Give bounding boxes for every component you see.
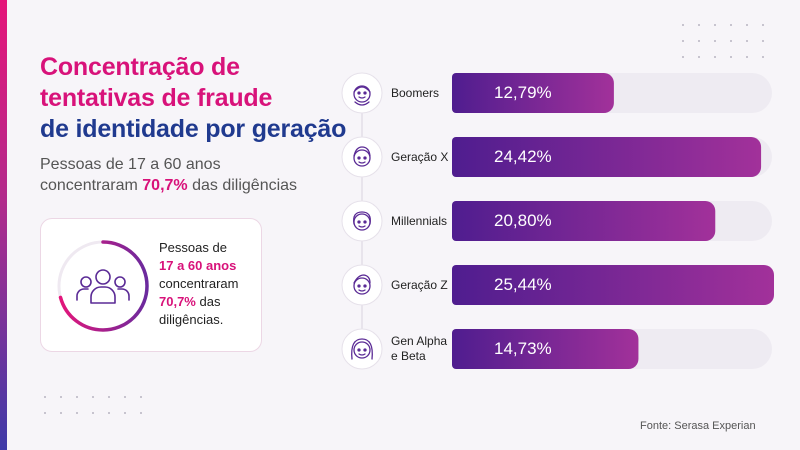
avatar-circle xyxy=(341,328,383,370)
category-label-line: e Beta xyxy=(391,349,426,363)
decorative-dot xyxy=(44,412,46,414)
decorative-dots-top xyxy=(682,24,778,58)
category-label: Geração X xyxy=(391,150,461,165)
category-label-line: Geração Z xyxy=(391,277,448,292)
decorative-dot xyxy=(92,412,94,414)
subtitle: Pessoas de 17 a 60 anos concentraram 70,… xyxy=(40,154,360,196)
chart-row xyxy=(341,328,772,370)
girl-face-icon xyxy=(351,338,373,360)
decorative-dot xyxy=(714,24,716,26)
decorative-dot xyxy=(762,56,764,58)
category-label: Boomers xyxy=(391,86,461,101)
chart-row xyxy=(341,136,772,178)
avatar-circle xyxy=(341,136,383,178)
man-face-icon xyxy=(353,146,371,167)
title-line-1: Concentração de xyxy=(40,53,240,81)
generation-bar-chart: Boomers 12,79% Geração X 24,42% Millennials 2… xyxy=(340,60,780,390)
page-title: Concentração de tentativas de fraude de … xyxy=(40,52,360,145)
card-line-1: Pessoas de xyxy=(159,240,227,255)
category-label: Gen Alpha e Beta xyxy=(391,334,461,364)
card-line-4-suffix: das xyxy=(195,294,221,309)
chart-canvas xyxy=(341,72,774,370)
decorative-dot xyxy=(682,24,684,26)
subtitle-line-2-prefix: concentraram xyxy=(40,177,143,194)
elderly-face-icon xyxy=(353,85,371,106)
decorative-dot xyxy=(698,24,700,26)
decorative-dot xyxy=(682,56,684,58)
decorative-dot xyxy=(746,56,748,58)
title-line-3: de identidade por geração xyxy=(40,115,347,143)
decorative-dot xyxy=(746,24,748,26)
bar xyxy=(452,201,716,241)
chart-row xyxy=(341,200,772,242)
subtitle-line-1: Pessoas de 17 a 60 anos xyxy=(40,156,221,173)
title-line-2: tentativas de fraude xyxy=(40,84,273,112)
people-group-icon xyxy=(76,269,130,304)
woman-face-icon xyxy=(353,211,371,231)
value-label: 12,79% xyxy=(494,83,552,102)
avatar-circle xyxy=(341,264,383,306)
subtitle-highlight: 70,7% xyxy=(142,177,188,194)
category-label-line: Gen Alpha xyxy=(391,334,448,348)
decorative-dot xyxy=(124,412,126,414)
card-line-3: concentraram xyxy=(159,276,239,291)
subtitle-line-2-suffix: das diligências xyxy=(187,177,298,194)
bar xyxy=(452,137,762,177)
decorative-dot xyxy=(746,40,748,42)
decorative-dot xyxy=(762,24,764,26)
summary-card: Pessoas de 17 a 60 anos concentraram 70,… xyxy=(40,218,262,352)
decorative-dot xyxy=(76,396,78,398)
decorative-dot xyxy=(124,396,126,398)
decorative-dot xyxy=(140,396,142,398)
bar xyxy=(452,265,774,305)
decorative-dot xyxy=(714,40,716,42)
card-line-5: diligências. xyxy=(159,312,224,327)
category-label: Geração Z xyxy=(391,278,461,293)
decorative-dot xyxy=(730,56,732,58)
young-face-icon xyxy=(353,274,371,295)
decorative-dot xyxy=(108,396,110,398)
decorative-dot xyxy=(60,396,62,398)
chart-row xyxy=(341,264,774,306)
decorative-dot xyxy=(108,412,110,414)
category-label-line: Millennials xyxy=(391,213,448,228)
value-label: 25,44% xyxy=(494,275,552,294)
decorative-dot xyxy=(698,40,700,42)
progress-ring xyxy=(57,240,149,332)
chart-row xyxy=(341,72,772,114)
left-accent-stripe xyxy=(0,0,7,450)
summary-card-text: Pessoas de 17 a 60 anos concentraram 70,… xyxy=(159,239,259,329)
progress-ring-arc xyxy=(57,240,149,332)
bar xyxy=(452,329,639,369)
decorative-dot xyxy=(698,56,700,58)
value-label: 24,42% xyxy=(494,147,552,166)
category-label: Millennials xyxy=(391,214,461,229)
decorative-dot xyxy=(76,412,78,414)
decorative-dot xyxy=(682,40,684,42)
decorative-dot xyxy=(140,412,142,414)
decorative-dot xyxy=(92,396,94,398)
decorative-dot xyxy=(730,24,732,26)
bar xyxy=(452,73,614,113)
card-highlight: 70,7% xyxy=(159,294,196,309)
value-label: 20,80% xyxy=(494,211,552,230)
decorative-dot xyxy=(714,56,716,58)
category-label-line: Boomers xyxy=(391,85,440,100)
decorative-dot xyxy=(60,412,62,414)
source-note: Fonte: Serasa Experian xyxy=(640,420,756,432)
value-label: 14,73% xyxy=(494,339,552,358)
decorative-dots-bottom xyxy=(44,396,156,414)
avatar-circle xyxy=(341,72,383,114)
card-line-2: 17 a 60 anos xyxy=(159,258,237,273)
decorative-dot xyxy=(44,396,46,398)
avatar-circle xyxy=(341,200,383,242)
decorative-dot xyxy=(762,40,764,42)
decorative-dot xyxy=(730,40,732,42)
category-label-line: Geração X xyxy=(391,149,449,164)
